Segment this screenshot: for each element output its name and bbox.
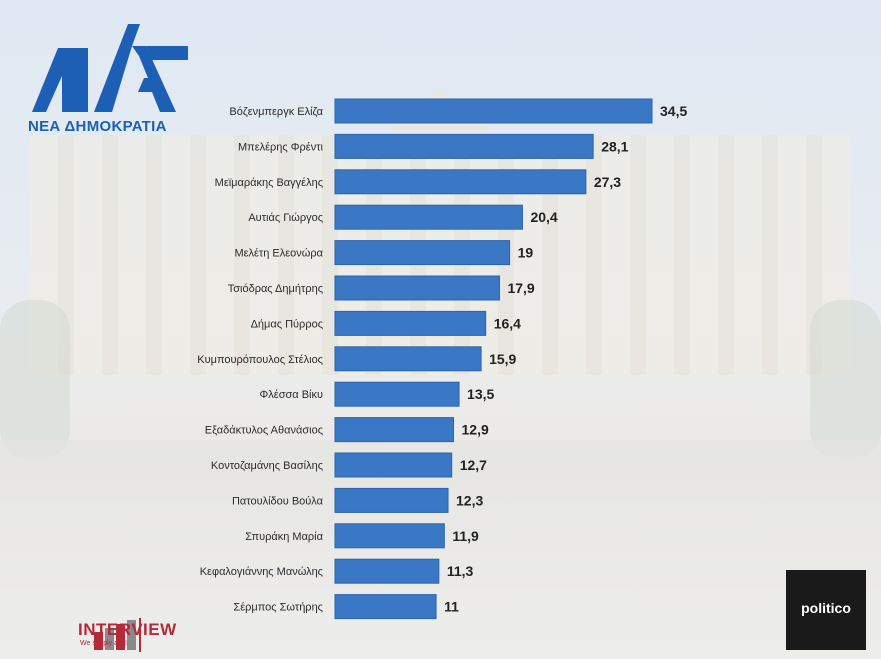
category-label: Κοντοζαμάνης Βασίλης bbox=[211, 460, 323, 472]
value-label: 15,9 bbox=[489, 351, 516, 367]
bar bbox=[334, 594, 437, 620]
category-label: Πατουλίδου Βούλα bbox=[232, 495, 324, 507]
value-label: 28,1 bbox=[601, 138, 628, 154]
value-label: 34,5 bbox=[660, 103, 687, 119]
bar bbox=[334, 523, 445, 549]
bar bbox=[334, 98, 653, 124]
nd-logo-icon bbox=[32, 24, 188, 112]
category-label: Σπυράκη Μαρία bbox=[245, 531, 323, 543]
category-label: Μπελέρης Φρέντι bbox=[238, 141, 324, 153]
category-label: Φλέσσα Βίκυ bbox=[260, 389, 323, 401]
value-label: 12,9 bbox=[462, 422, 489, 438]
value-label: 27,3 bbox=[594, 174, 621, 190]
category-label: Κυμπουρόπουλος Στέλιος bbox=[197, 354, 323, 366]
bar bbox=[334, 169, 587, 195]
value-label: 11,9 bbox=[452, 528, 479, 544]
value-label: 11,3 bbox=[447, 563, 474, 579]
category-label: Μελέτη Ελεονώρα bbox=[234, 248, 323, 260]
politico-logo-text: politico bbox=[801, 600, 851, 616]
category-label: Μεϊμαράκης Βαγγέλης bbox=[215, 177, 323, 189]
pollster-tagline: We simply ask! bbox=[80, 640, 127, 647]
value-label: 19 bbox=[518, 245, 534, 261]
value-label: 13,5 bbox=[467, 386, 494, 402]
bar bbox=[334, 452, 453, 478]
politico-logo: politico bbox=[786, 570, 866, 650]
category-label: Βόζενμπεργκ Ελίζα bbox=[229, 106, 323, 118]
background-tree bbox=[0, 300, 70, 460]
value-label: 16,4 bbox=[494, 315, 521, 331]
category-label: Σέρμπος Σωτήρης bbox=[233, 602, 323, 614]
bar bbox=[334, 240, 511, 266]
bar bbox=[334, 487, 449, 513]
bar bbox=[334, 275, 500, 301]
bar bbox=[334, 310, 487, 336]
nd-logo-text: ΝΕΑ ΔΗΜΟΚΡΑΤΙΑ bbox=[28, 118, 167, 135]
bar bbox=[334, 417, 455, 443]
interview-logo-icon bbox=[94, 618, 141, 652]
category-label: Τσιόδρας Δημήτρης bbox=[228, 283, 323, 295]
bar bbox=[334, 381, 460, 407]
category-label: Κεφαλογιάννης Μανώλης bbox=[200, 566, 323, 578]
background-tree bbox=[810, 300, 881, 460]
value-label: 20,4 bbox=[530, 209, 557, 225]
bar bbox=[334, 346, 482, 372]
category-label: Αυτιάς Γιώργος bbox=[248, 212, 323, 224]
value-label: 12,7 bbox=[460, 457, 487, 473]
value-label: 12,3 bbox=[456, 492, 483, 508]
category-label: Εξαδάκτυλος Αθανάσιος bbox=[205, 425, 323, 437]
category-label: Δήμας Πύρρος bbox=[251, 318, 323, 330]
bar bbox=[334, 133, 594, 159]
bar bbox=[334, 204, 523, 230]
value-label: 11 bbox=[444, 599, 459, 615]
pollster-name: INTERVIEW bbox=[78, 620, 177, 639]
bar bbox=[334, 558, 440, 584]
value-label: 17,9 bbox=[507, 280, 534, 296]
